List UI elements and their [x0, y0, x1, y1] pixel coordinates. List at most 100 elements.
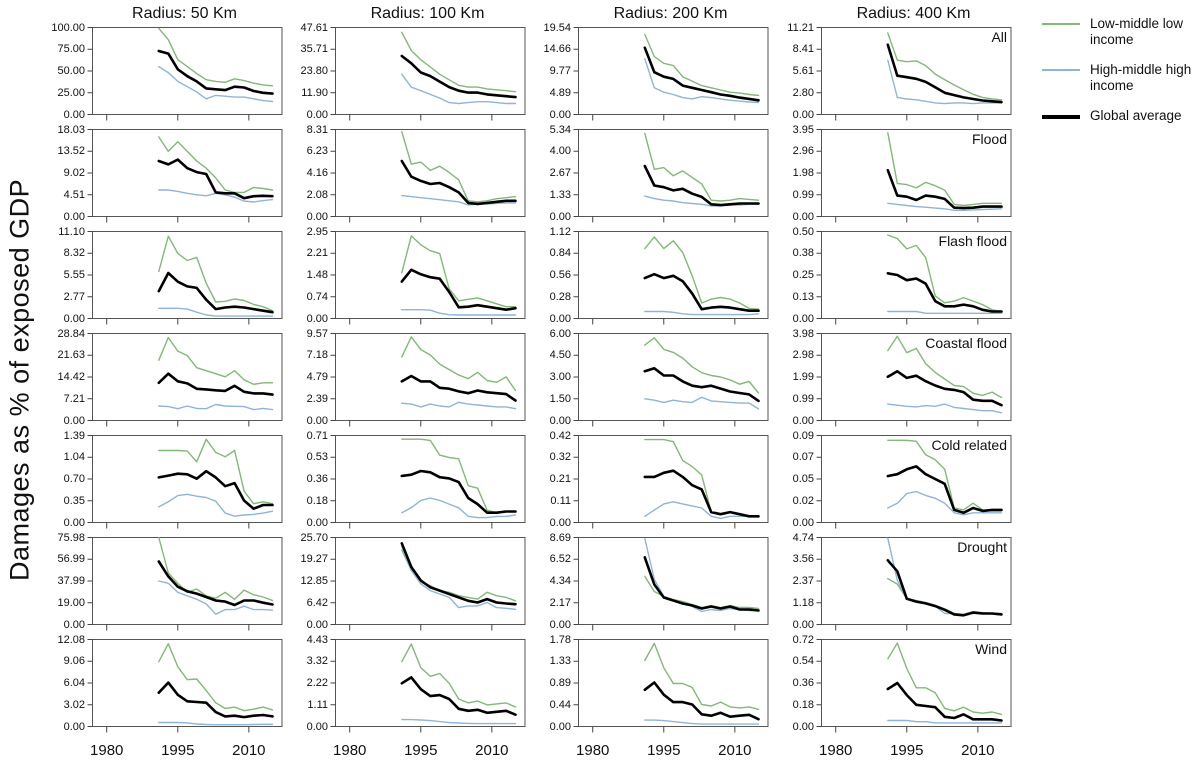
y-tick-label: 75.00 [57, 43, 85, 56]
y-tick-label: 6.00 [549, 327, 571, 340]
x-tick-label: 1995 [404, 742, 438, 759]
y-tick-label: 3.56 [792, 553, 814, 566]
y-tick-label: 1.12 [549, 225, 571, 238]
series-line-low-middle-low-income [158, 537, 274, 602]
y-tick-label: 2.77 [63, 290, 85, 303]
y-tick-label: 0.00 [792, 720, 814, 733]
y-tick-label: 12.08 [57, 633, 85, 646]
y-tick-label: 0.00 [306, 720, 328, 733]
series-line-high-middle-high-income [401, 497, 517, 519]
series-line-high-middle-high-income [158, 493, 274, 517]
series-line-global-average [886, 271, 1003, 313]
chart-panel: 19.54 14.66 9.77 4.89 0.00 [526, 22, 769, 121]
series-line-global-average [643, 681, 760, 721]
plot-area: Coastal flood [816, 333, 1012, 427]
series-line-global-average [400, 542, 517, 606]
y-tick-label: 56.99 [57, 553, 85, 566]
panel-border [92, 333, 283, 421]
series-line-low-middle-low-income [158, 438, 274, 505]
y-tick-label: 14.66 [543, 43, 571, 56]
y-tick-label: 1.11 [307, 698, 328, 711]
chart-panel: 28.84 21.63 14.42 7.21 0.00 [40, 328, 283, 427]
plot-area [330, 231, 526, 325]
series-line-global-average [643, 272, 760, 312]
y-tick-label: 0.99 [792, 392, 814, 405]
y-axis-tick-labels: 4.43 3.32 2.22 1.11 0.00 [283, 634, 329, 733]
x-tick-label: 2010 [475, 742, 509, 759]
y-tick-label: 9.02 [63, 167, 85, 179]
panel-border [821, 129, 1012, 217]
y-tick-label: 75.98 [57, 531, 85, 544]
series-line-high-middle-high-income [887, 403, 1003, 414]
y-tick-label: 0.50 [792, 225, 814, 238]
y-tick-label: 1.39 [63, 429, 85, 442]
y-tick-label: 0.00 [306, 618, 328, 631]
row-label: Flood [972, 131, 1007, 147]
series-line-low-middle-low-income [158, 235, 274, 312]
series-line-global-average [157, 372, 274, 396]
y-tick-label: 3.32 [306, 655, 328, 668]
y-axis-tick-labels: 25.70 19.27 12.85 6.42 0.00 [283, 532, 329, 631]
y-axis-tick-labels: 75.98 56.99 37.99 19.00 0.00 [40, 532, 86, 631]
y-tick-label: 8.69 [549, 531, 571, 544]
series-line-global-average [157, 681, 274, 719]
series-line-global-average [400, 469, 517, 514]
series-line-high-middle-high-income [401, 545, 517, 611]
panel-border [335, 231, 526, 319]
y-axis-tick-labels: 2.95 2.21 1.48 0.74 0.00 [283, 226, 329, 325]
chart-panel: 6.00 4.50 3.00 1.50 0.00 [526, 328, 769, 427]
series-line-low-middle-low-income [644, 132, 760, 202]
series-line-high-middle-high-income [401, 401, 517, 410]
x-tick-label: 1980 [819, 742, 853, 759]
y-tick-label: 2.17 [549, 596, 571, 609]
plot-area: Flood [816, 129, 1012, 223]
series-line-low-middle-low-income [644, 236, 760, 310]
panel-border [821, 639, 1012, 727]
y-tick-label: 4.16 [306, 167, 328, 179]
y-tick-label: 2.21 [306, 247, 328, 260]
y-tick-label: 1.78 [549, 633, 571, 646]
chart-panel: 0.09 0.07 0.05 0.02 0.00 Cold related [769, 430, 1012, 529]
chart-panel: 1.78 1.33 0.89 0.44 0.00 [526, 634, 769, 733]
series-line-high-middle-high-income [644, 310, 760, 316]
panel-border [92, 129, 283, 217]
column-title: Radius: 100 Km [370, 5, 485, 22]
y-axis-tick-labels: 8.31 6.23 4.16 2.08 0.00 [283, 124, 329, 223]
series-line-high-middle-high-income [644, 719, 760, 725]
y-tick-label: 1.33 [549, 188, 571, 201]
y-tick-label: 8.31 [306, 123, 328, 136]
row-label: All [991, 29, 1007, 45]
y-tick-label: 11.10 [58, 225, 85, 238]
plot-area [330, 129, 526, 223]
y-tick-label: 0.71 [306, 429, 328, 442]
y-tick-label: 9.57 [306, 327, 328, 340]
y-tick-label: 0.00 [306, 414, 328, 427]
panel-border [335, 639, 526, 727]
chart-panel: 1.39 1.04 0.70 0.35 0.00 [40, 430, 283, 529]
y-tick-label: 0.89 [549, 677, 571, 689]
y-axis-tick-labels: 1.78 1.33 0.89 0.44 0.00 [526, 634, 572, 733]
x-tick-label: 1995 [890, 742, 924, 759]
chart-panel: 18.03 13.52 9.02 4.51 0.00 [40, 124, 283, 223]
y-axis-tick-labels: 11.21 8.41 5.61 2.80 0.00 [769, 22, 815, 121]
plot-area: Drought [816, 537, 1012, 631]
row-label: Flash flood [939, 233, 1007, 249]
row-label: Cold related [932, 437, 1008, 453]
series-line-global-average [886, 369, 1003, 407]
y-axis-tick-labels: 0.71 0.53 0.36 0.18 0.00 [283, 430, 329, 529]
chart-column: Radius: 50 Km 100.00 75.00 50.00 25.00 0.00 18… [40, 4, 283, 760]
series-line-global-average [400, 268, 517, 311]
panel-border [92, 435, 283, 523]
chart-panel: 47.61 35.71 23.80 11.90 0.00 [283, 22, 526, 121]
column-title: Radius: 50 Km [132, 5, 237, 22]
chart-panel: 25.70 19.27 12.85 6.42 0.00 [283, 532, 526, 631]
series-line-global-average [643, 469, 760, 518]
y-axis-tick-labels: 3.95 2.96 1.98 0.99 0.00 [769, 124, 815, 223]
y-axis-tick-labels: 19.54 14.66 9.77 4.89 0.00 [526, 22, 572, 121]
panel-border [578, 435, 769, 523]
y-tick-label: 0.00 [306, 516, 328, 529]
y-tick-label: 9.06 [63, 655, 85, 668]
plot-area [573, 333, 769, 427]
y-tick-label: 0.56 [549, 269, 571, 281]
y-tick-label: 50.00 [57, 65, 85, 77]
